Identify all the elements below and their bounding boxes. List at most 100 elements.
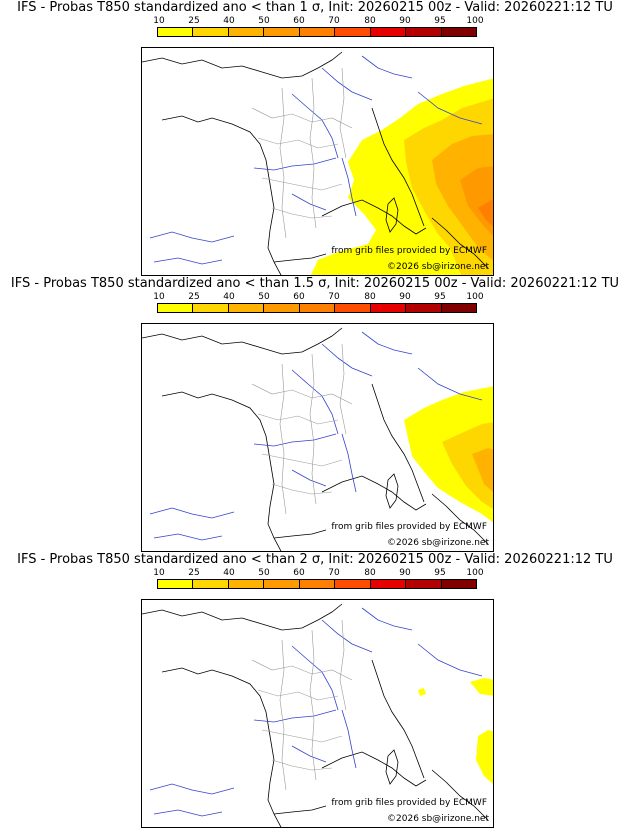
colorbar-swatch <box>406 28 442 36</box>
admin-border <box>279 363 287 515</box>
colorbar-tick: 25 <box>188 16 200 26</box>
river <box>321 67 373 101</box>
colorbar-swatch <box>299 580 336 588</box>
prob-area-yellow <box>476 730 493 785</box>
map-panel-1: IFS - Probas T850 standardized ano < tha… <box>0 0 630 276</box>
panel-title: IFS - Probas T850 standardized ano < tha… <box>17 552 613 567</box>
border-pyrenees <box>273 253 327 263</box>
coastline-channel <box>142 603 343 631</box>
colorbar-swatch <box>441 304 476 312</box>
admin-border <box>257 137 339 149</box>
colorbar-tick: 60 <box>293 16 305 26</box>
river <box>153 533 223 541</box>
map-panel-2: IFS - Probas T850 standardized ano < tha… <box>0 276 630 552</box>
probability-map: from grib files provided by ECMWF ©2026 … <box>141 323 494 552</box>
colorbar-tick: 25 <box>188 568 200 578</box>
prob-area-amber <box>432 134 493 261</box>
data-source-credit: from grib files provided by ECMWF <box>331 246 487 256</box>
river <box>291 469 327 487</box>
colorbar: 10 25 40 50 60 70 80 90 95 100 <box>153 292 484 314</box>
admin-border <box>261 729 343 743</box>
admin-border <box>339 67 347 159</box>
border-pyrenees <box>273 805 327 815</box>
river <box>291 745 327 763</box>
colorbar-tick: 40 <box>223 568 235 578</box>
coastline-channel <box>142 51 343 79</box>
coastline-brittany <box>161 667 267 713</box>
admin-border <box>251 383 353 405</box>
colorbar-swatch <box>299 28 336 36</box>
admin-border <box>271 759 333 771</box>
copyright-credit: ©2026 sb@irizone.net <box>387 814 489 824</box>
border-alps <box>371 383 425 503</box>
coastline-med <box>321 475 427 511</box>
coastline-atlantic <box>265 159 282 275</box>
colorbar-swatch <box>158 580 194 588</box>
river <box>153 809 223 817</box>
river <box>341 433 357 493</box>
colorbar-tick: 10 <box>153 16 165 26</box>
river <box>361 607 413 631</box>
island-corsica <box>385 473 399 509</box>
colorbar-swatch <box>228 304 265 312</box>
colorbar: 10 25 40 50 60 70 80 90 95 100 <box>153 568 484 590</box>
coastline-atlantic <box>265 435 282 551</box>
river <box>291 93 339 159</box>
colorbar-swatch <box>158 28 194 36</box>
river <box>321 619 373 653</box>
colorbar-swatch <box>335 304 371 312</box>
colorbar-tick: 100 <box>466 16 484 26</box>
coastline-italy <box>431 217 489 269</box>
coastline-brittany <box>161 115 267 161</box>
river <box>291 193 327 211</box>
river <box>253 433 337 447</box>
probability-map: from grib files provided by ECMWF ©2026 … <box>141 599 494 828</box>
admin-border <box>279 87 287 239</box>
colorbar-tick: 60 <box>293 292 305 302</box>
admin-border <box>339 619 347 711</box>
prob-area-orange <box>460 166 493 236</box>
prob-area-amber <box>472 448 493 493</box>
colorbar-tick: 70 <box>328 568 340 578</box>
map-panel-3: IFS - Probas T850 standardized ano < tha… <box>0 552 630 828</box>
colorbar-tick: 95 <box>434 568 446 578</box>
colorbar-swatch <box>370 580 407 588</box>
colorbar-tick: 90 <box>399 292 411 302</box>
admin-border <box>271 483 333 495</box>
probability-map: from grib files provided by ECMWF ©2026 … <box>141 47 494 276</box>
colorbar-swatch <box>335 580 371 588</box>
river <box>253 709 337 723</box>
colorbar-swatch <box>370 28 407 36</box>
colorbar-tick: 70 <box>328 16 340 26</box>
colorbar-tick: 100 <box>466 292 484 302</box>
colorbar: 10 25 40 50 60 70 80 90 95 100 <box>153 16 484 38</box>
colorbar-tick: 50 <box>258 292 270 302</box>
border-pyrenees <box>273 529 327 539</box>
prob-area-darkorange <box>478 199 493 227</box>
coastline-channel <box>142 327 343 355</box>
river <box>417 367 483 401</box>
colorbar-swatch <box>264 304 300 312</box>
panel-title: IFS - Probas T850 standardized ano < tha… <box>10 276 620 291</box>
colorbar-swatch <box>441 580 476 588</box>
colorbar-swatch <box>193 580 229 588</box>
colorbar-tick: 25 <box>188 292 200 302</box>
border-alps <box>371 107 425 227</box>
colorbar-swatch <box>406 304 442 312</box>
admin-border <box>309 353 317 505</box>
admin-border <box>261 177 343 191</box>
coastline-brittany <box>161 391 267 437</box>
coastline-med <box>321 751 427 787</box>
prob-area-gold <box>442 422 493 509</box>
colorbar-tick: 40 <box>223 16 235 26</box>
colorbar-tick: 80 <box>364 16 376 26</box>
river <box>361 55 413 79</box>
colorbar-swatch <box>406 580 442 588</box>
colorbar-tick: 10 <box>153 568 165 578</box>
river <box>341 157 357 217</box>
copyright-credit: ©2026 sb@irizone.net <box>387 262 489 272</box>
colorbar-tick: 60 <box>293 568 305 578</box>
colorbar-swatch <box>193 28 229 36</box>
colorbar-tick: 90 <box>399 568 411 578</box>
colorbar-swatch <box>158 304 194 312</box>
